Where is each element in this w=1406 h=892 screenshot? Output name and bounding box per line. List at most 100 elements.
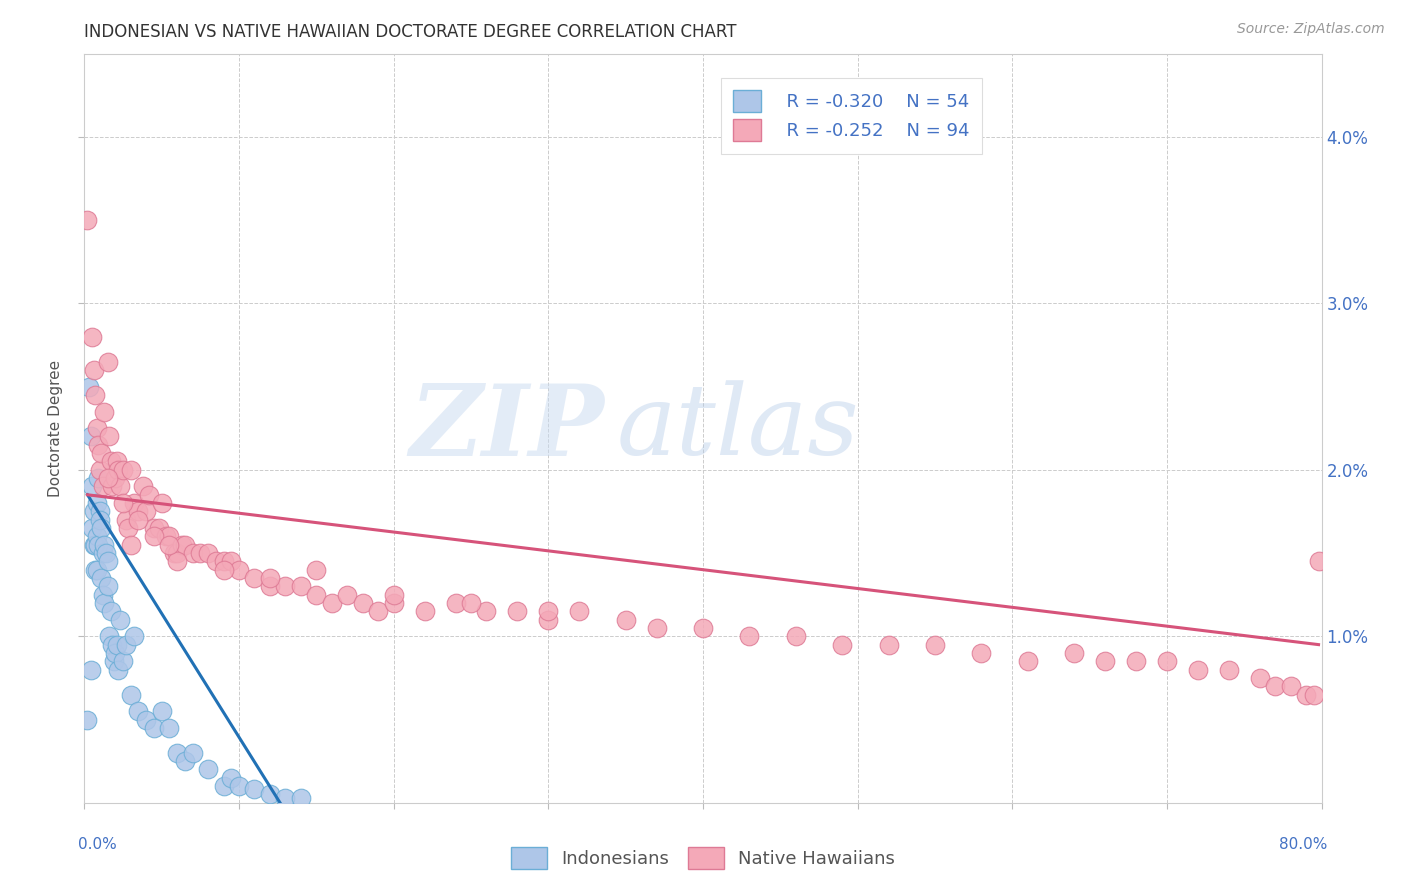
Point [115, 513, 138, 527]
Point [91, 546, 114, 560]
Point [1156, 654, 1178, 668]
Point [150, 704, 173, 718]
Point [1187, 663, 1209, 677]
Point [877, 638, 900, 652]
Point [170, 538, 193, 552]
Point [86, 496, 108, 510]
Point [970, 646, 993, 660]
Point [212, 563, 235, 577]
Point [96, 471, 118, 485]
Point [321, 596, 343, 610]
Point [1295, 688, 1317, 702]
Point [101, 638, 124, 652]
Point [738, 629, 761, 643]
Point [382, 588, 405, 602]
Point [290, 579, 312, 593]
Point [138, 488, 160, 502]
Point [87, 538, 110, 552]
Point [148, 521, 170, 535]
Point [506, 604, 529, 618]
Point [120, 538, 142, 552]
Point [76, 713, 98, 727]
Point [98, 629, 121, 643]
Point [336, 588, 359, 602]
Point [444, 596, 467, 610]
Point [259, 788, 281, 802]
Point [96, 554, 118, 568]
Point [91, 588, 114, 602]
Point [89, 513, 111, 527]
Point [155, 529, 177, 543]
Point [174, 754, 197, 768]
Point [104, 471, 127, 485]
Point [197, 763, 219, 777]
Point [77, 379, 100, 393]
Text: 0.0%: 0.0% [79, 837, 117, 852]
Point [89, 504, 111, 518]
Point [103, 654, 125, 668]
Point [96, 579, 118, 593]
Point [1125, 654, 1147, 668]
Point [785, 629, 807, 643]
Point [105, 638, 128, 652]
Point [219, 554, 242, 568]
Point [1249, 671, 1271, 685]
Point [86, 529, 108, 543]
Point [259, 571, 281, 585]
Point [82, 521, 104, 535]
Point [94, 546, 117, 560]
Point [87, 438, 110, 452]
Point [91, 479, 114, 493]
Point [112, 463, 135, 477]
Point [166, 546, 188, 560]
Point [259, 579, 281, 593]
Point [104, 646, 127, 660]
Point [79, 663, 101, 677]
Point [93, 596, 115, 610]
Point [135, 504, 157, 518]
Point [305, 588, 328, 602]
Point [924, 638, 946, 652]
Point [163, 546, 186, 560]
Point [367, 604, 389, 618]
Point [159, 529, 180, 543]
Text: atlas: atlas [616, 381, 859, 475]
Point [83, 538, 105, 552]
Text: INDONESIAN VS NATIVE HAWAIIAN DOCTORATE DEGREE CORRELATION CHART: INDONESIAN VS NATIVE HAWAIIAN DOCTORATE … [84, 23, 737, 41]
Point [228, 563, 250, 577]
Point [143, 721, 166, 735]
Point [460, 596, 482, 610]
Point [87, 471, 110, 485]
Point [117, 521, 139, 535]
Point [1264, 679, 1286, 693]
Point [1063, 646, 1085, 660]
Point [274, 579, 297, 593]
Point [1302, 688, 1324, 702]
Point [84, 388, 107, 402]
Point [831, 638, 853, 652]
Point [290, 790, 312, 805]
Point [108, 479, 131, 493]
Text: 80.0%: 80.0% [1279, 837, 1327, 852]
Point [120, 463, 142, 477]
Legend: Indonesians, Native Hawaiians: Indonesians, Native Hawaiians [502, 838, 904, 879]
Point [1308, 554, 1330, 568]
Point [127, 504, 149, 518]
Point [84, 563, 107, 577]
Point [197, 546, 219, 560]
Point [82, 479, 104, 493]
Point [228, 779, 250, 793]
Point [93, 404, 115, 418]
Point [243, 571, 266, 585]
Point [76, 213, 98, 227]
Point [101, 479, 124, 493]
Point [135, 713, 157, 727]
Point [159, 538, 180, 552]
Legend:   R = -0.320    N = 54,   R = -0.252    N = 94: R = -0.320 N = 54, R = -0.252 N = 94 [721, 78, 983, 154]
Point [243, 782, 266, 797]
Point [159, 721, 180, 735]
Point [212, 779, 235, 793]
Point [100, 454, 122, 468]
Point [352, 596, 374, 610]
Point [120, 688, 142, 702]
